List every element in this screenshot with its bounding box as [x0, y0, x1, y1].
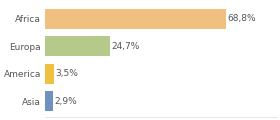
Bar	[45, 36, 110, 56]
Text: 3,5%: 3,5%	[55, 69, 78, 78]
Bar	[45, 64, 54, 84]
Text: 68,8%: 68,8%	[227, 14, 256, 23]
Text: 24,7%: 24,7%	[111, 42, 140, 51]
Text: 2,9%: 2,9%	[54, 97, 77, 106]
Bar	[45, 9, 226, 29]
Bar	[45, 91, 53, 111]
